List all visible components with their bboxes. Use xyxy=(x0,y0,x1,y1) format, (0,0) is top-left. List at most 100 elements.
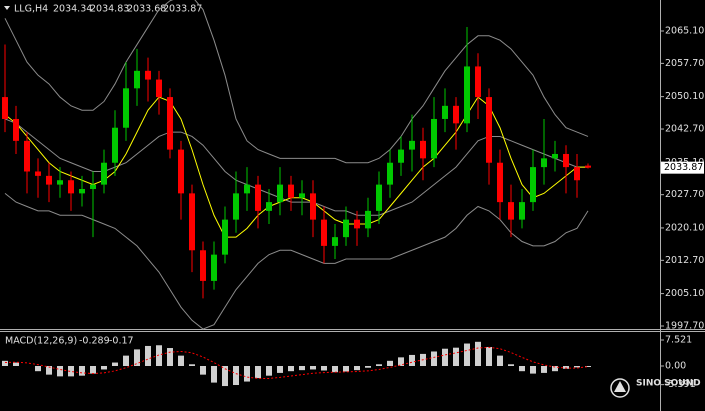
macd-bar xyxy=(244,366,250,382)
macd-bar xyxy=(233,366,239,386)
candle-body xyxy=(508,202,514,220)
macd-bar xyxy=(563,366,569,369)
candle-body xyxy=(354,219,360,229)
candle-body xyxy=(68,180,74,194)
candle-body xyxy=(156,79,162,98)
macd-bar xyxy=(57,366,63,377)
candle-body xyxy=(277,184,283,203)
low-value: 2033.68 xyxy=(127,4,166,15)
y-tick-label: 2005.10 xyxy=(665,288,704,299)
macd-bar xyxy=(68,366,74,377)
price-label-box xyxy=(661,161,704,174)
indicator-line xyxy=(4,0,589,164)
candle-body xyxy=(90,184,96,189)
y-tick-label: 0.00 xyxy=(665,361,686,372)
indicator-line xyxy=(4,192,589,330)
macd-bar xyxy=(101,366,107,370)
macd-bar xyxy=(541,366,547,373)
macd-title: MACD(12,26,9) xyxy=(5,336,77,347)
candle-body xyxy=(497,162,503,203)
macd-bar xyxy=(134,349,140,367)
candle-body xyxy=(244,184,250,194)
open-value: 2034.34 xyxy=(53,4,92,15)
candle-body xyxy=(563,153,569,168)
candle-body xyxy=(365,210,371,229)
macd-bar xyxy=(178,355,184,367)
candle-body xyxy=(233,193,239,220)
candle-body xyxy=(541,158,547,168)
macd-bar xyxy=(530,366,536,374)
macd-bar xyxy=(156,345,162,367)
y-tick-label: 2020.10 xyxy=(665,222,704,233)
candle-body xyxy=(200,250,206,281)
macd-bar xyxy=(277,366,283,373)
macd-bar xyxy=(35,366,41,372)
macd-bar xyxy=(321,366,327,371)
candle-body xyxy=(431,118,437,159)
macd-bar xyxy=(585,366,591,367)
macd-value: -0.289 xyxy=(79,336,110,347)
macd-bar xyxy=(475,341,481,367)
candle-body xyxy=(519,202,525,220)
candle-body xyxy=(398,149,404,163)
macd-bar xyxy=(343,366,349,372)
logo-text: SINO SOUND xyxy=(636,379,701,389)
candle-body xyxy=(2,97,8,119)
macd-bar xyxy=(431,351,437,367)
candle-body xyxy=(46,175,52,185)
candle-body xyxy=(321,219,327,246)
candle-body xyxy=(134,70,140,89)
y-tick-label: 2050.10 xyxy=(665,91,704,102)
macd-bar xyxy=(255,366,261,379)
candle-body xyxy=(464,66,470,124)
candle-body xyxy=(255,184,261,211)
macd-bar xyxy=(79,366,85,376)
candle-body xyxy=(299,193,305,198)
candle-body xyxy=(13,118,19,141)
candle-body xyxy=(376,184,382,211)
candle-body xyxy=(409,140,415,150)
candle-body xyxy=(486,97,492,163)
macd-bar xyxy=(354,366,360,371)
current-price-label: 2033.87 xyxy=(664,162,703,173)
candle-body xyxy=(145,70,151,80)
candle-body xyxy=(189,193,195,251)
high-value: 2034.83 xyxy=(90,4,129,15)
candle-body xyxy=(222,219,228,255)
macd-bar xyxy=(167,348,173,367)
menu-arrow[interactable] xyxy=(4,6,10,10)
macd-bar xyxy=(13,362,19,367)
symbol: LLG,H4 xyxy=(14,4,48,15)
macd-bar xyxy=(497,355,503,367)
y-tick-label: -5.391 xyxy=(665,379,696,390)
candle-body xyxy=(310,193,316,220)
candle-body xyxy=(387,162,393,185)
macd-bar xyxy=(2,360,8,367)
candle-body xyxy=(24,140,30,172)
macd-bar xyxy=(409,354,415,367)
candle-body xyxy=(343,219,349,238)
candle-body xyxy=(453,105,459,124)
macd-bar xyxy=(376,364,382,367)
candle-body xyxy=(574,167,580,181)
macd-bar xyxy=(519,366,525,372)
candle-body xyxy=(530,167,536,203)
macd-bar xyxy=(453,347,459,367)
candle-body xyxy=(167,97,173,150)
candle-body xyxy=(178,149,184,194)
macd-bar xyxy=(299,366,305,371)
close-value: 2033.87 xyxy=(163,4,202,15)
y-tick-label: 2012.70 xyxy=(665,255,704,266)
signal-line xyxy=(4,346,589,379)
macd-bar xyxy=(398,357,404,367)
candle-body xyxy=(79,188,85,194)
macd-bar xyxy=(552,366,558,372)
candle-body xyxy=(288,184,294,198)
candle-body xyxy=(112,127,118,163)
macd-bar xyxy=(46,366,52,375)
macd-bar xyxy=(310,366,316,370)
macd-bar xyxy=(508,364,514,367)
y-tick-label: 2027.70 xyxy=(665,189,704,200)
